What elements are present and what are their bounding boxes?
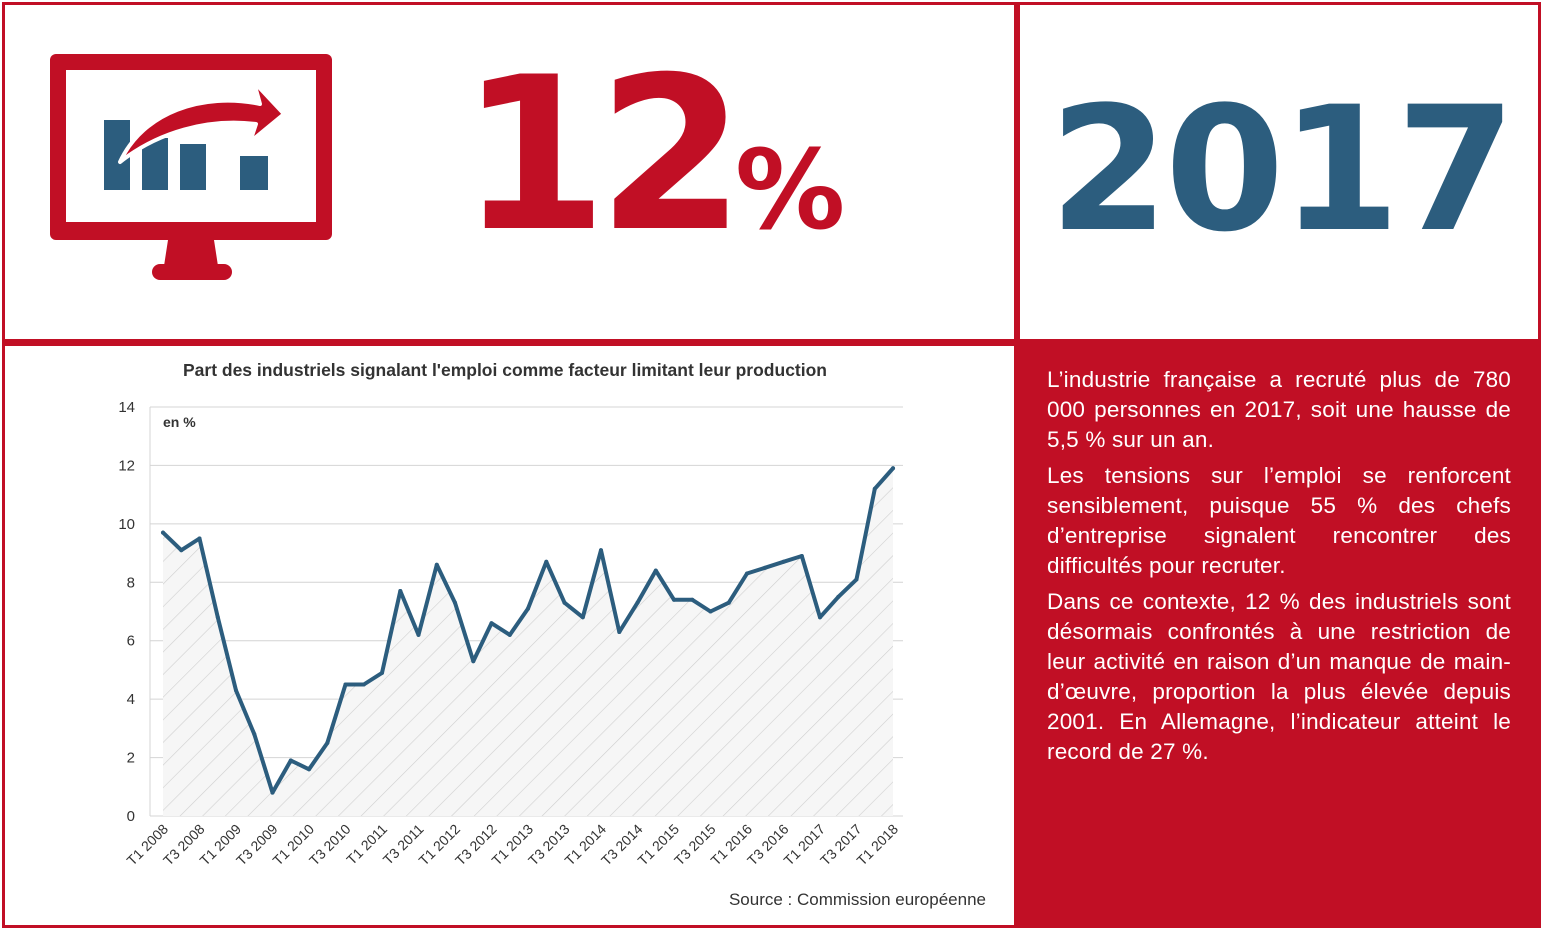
data-point: [544, 559, 549, 564]
data-point: [416, 632, 421, 637]
data-point: [398, 589, 403, 593]
monitor-growth-chart-icon: [50, 54, 332, 280]
data-point: [234, 688, 238, 693]
data-point: [580, 615, 585, 620]
data-point: [653, 568, 658, 573]
y-tick-label: 12: [118, 457, 135, 474]
data-point: [891, 466, 895, 471]
x-tick-label: T3 2010: [306, 821, 354, 869]
data-point: [854, 577, 859, 582]
y-tick-label: 10: [118, 516, 135, 533]
data-point: [197, 536, 202, 541]
data-point: [270, 790, 275, 795]
y-tick-label: 4: [127, 691, 135, 708]
data-point: [872, 486, 877, 491]
data-point: [434, 562, 439, 567]
data-point: [252, 732, 257, 737]
y-tick-label: 14: [118, 399, 135, 416]
y-tick-label: 0: [127, 808, 135, 825]
data-point: [763, 565, 768, 570]
data-point: [307, 767, 311, 772]
x-tick-label: T1 2018: [853, 821, 901, 869]
data-point: [745, 571, 749, 576]
data-point: [617, 630, 622, 634]
data-point: [380, 670, 384, 675]
source-note: Source : Commission européenne: [728, 890, 986, 909]
data-point: [799, 554, 804, 558]
data-point: [489, 621, 494, 626]
data-point: [471, 659, 476, 664]
y-tick-label: 6: [127, 633, 135, 650]
data-point: [562, 600, 567, 605]
data-point: [672, 597, 676, 602]
body-paragraph: Les tensions sur l’emploi se renforcent …: [1047, 463, 1511, 578]
body-paragraph: L’industrie française a recruté plus de …: [1047, 367, 1511, 452]
data-point: [325, 741, 330, 745]
middle-divider: [2, 339, 1541, 346]
headline-percent-sign: %: [735, 126, 846, 254]
body-paragraph: Dans ce contexte, 12 % des industriels s…: [1047, 589, 1511, 764]
headline-percent-value: 12: [460, 31, 745, 278]
data-point: [343, 682, 348, 687]
data-point: [836, 594, 841, 599]
data-point: [507, 632, 512, 637]
data-point: [818, 615, 822, 620]
data-point: [635, 600, 640, 605]
chart-unit-label: en %: [163, 414, 196, 430]
text-panel: [1014, 339, 1541, 928]
y-tick-label: 2: [127, 750, 135, 767]
data-point: [179, 548, 184, 553]
data-point: [726, 600, 731, 605]
body-text: L’industrie française a recruté plus de …: [1047, 365, 1511, 773]
data-point: [361, 682, 366, 687]
data-point: [599, 548, 603, 553]
data-point: [161, 530, 165, 535]
data-point: [453, 600, 457, 605]
data-point: [781, 559, 786, 564]
data-point: [708, 609, 713, 614]
data-point: [215, 615, 220, 620]
headline-percent: 12%: [460, 40, 845, 270]
data-point: [288, 758, 293, 763]
data-point: [690, 597, 695, 602]
series-area-fill: [163, 468, 893, 816]
top-divider: [1014, 2, 1020, 342]
data-point: [526, 606, 530, 611]
y-tick-label: 8: [127, 574, 135, 591]
chart-title: Part des industriels signalant l'emploi …: [182, 360, 827, 380]
headline-year: 2017: [1049, 69, 1516, 270]
